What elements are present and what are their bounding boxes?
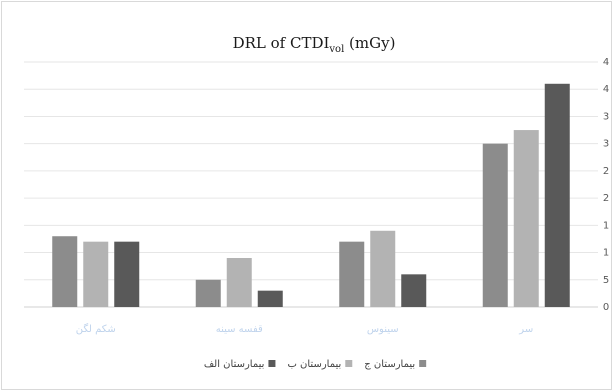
- bar: [401, 274, 427, 307]
- bar: [83, 241, 109, 307]
- chart-title-subscript: vol: [328, 44, 344, 55]
- legend-label: بیمارستان الف: [204, 359, 265, 370]
- y-tick-label: 0: [603, 302, 609, 313]
- x-category-label: قفسه سینه: [216, 324, 263, 335]
- bar: [339, 241, 365, 307]
- legend-item: بیمارستان ب: [287, 359, 353, 370]
- gridlines: [24, 61, 598, 308]
- y-tick-label: 2: [603, 193, 609, 204]
- y-tick-label: 1: [603, 220, 609, 231]
- legend-label: بیمارستان ج: [364, 359, 415, 370]
- x-category-label: سر: [518, 324, 533, 335]
- bar: [226, 258, 252, 307]
- chart-title: DRL of CTDIvol (mGy): [233, 34, 396, 55]
- y-axis-ticks: 0 5 1 1 2 2 3 3 4 4: [603, 57, 609, 313]
- chart-title-suffix: (mGy): [344, 34, 395, 52]
- y-tick-label: 4: [603, 84, 609, 95]
- y-tick-label: 4: [603, 57, 609, 68]
- bar: [370, 230, 396, 307]
- chart-title-main: DRL of CTDI: [233, 34, 330, 52]
- legend-swatch: [268, 360, 276, 367]
- y-tick-label: 3: [603, 139, 609, 150]
- legend-swatch: [419, 360, 427, 367]
- bar: [513, 130, 539, 307]
- bar: [482, 143, 508, 307]
- x-category-label: سینوس: [367, 324, 399, 335]
- legend-item: بیمارستان الف: [204, 359, 276, 370]
- x-category-label: شکم لگن: [76, 323, 116, 335]
- legend-swatch: [345, 360, 353, 367]
- legend-item: بیمارستان ج: [364, 359, 427, 370]
- bar: [114, 241, 140, 307]
- legend-label: بیمارستان ب: [287, 359, 341, 370]
- y-tick-label: 5: [603, 275, 609, 286]
- legend: بیمارستان ج بیمارستان ب بیمارستان الف: [204, 359, 427, 370]
- y-tick-label: 1: [603, 248, 609, 259]
- bar: [544, 83, 570, 308]
- bar: [195, 279, 221, 307]
- bars: [52, 83, 570, 308]
- x-axis-categories: شکم لگن قفسه سینه سینوس سر: [76, 323, 533, 335]
- y-tick-label: 2: [603, 166, 609, 177]
- bar: [257, 290, 283, 307]
- y-tick-label: 3: [603, 111, 609, 122]
- bar: [52, 236, 78, 307]
